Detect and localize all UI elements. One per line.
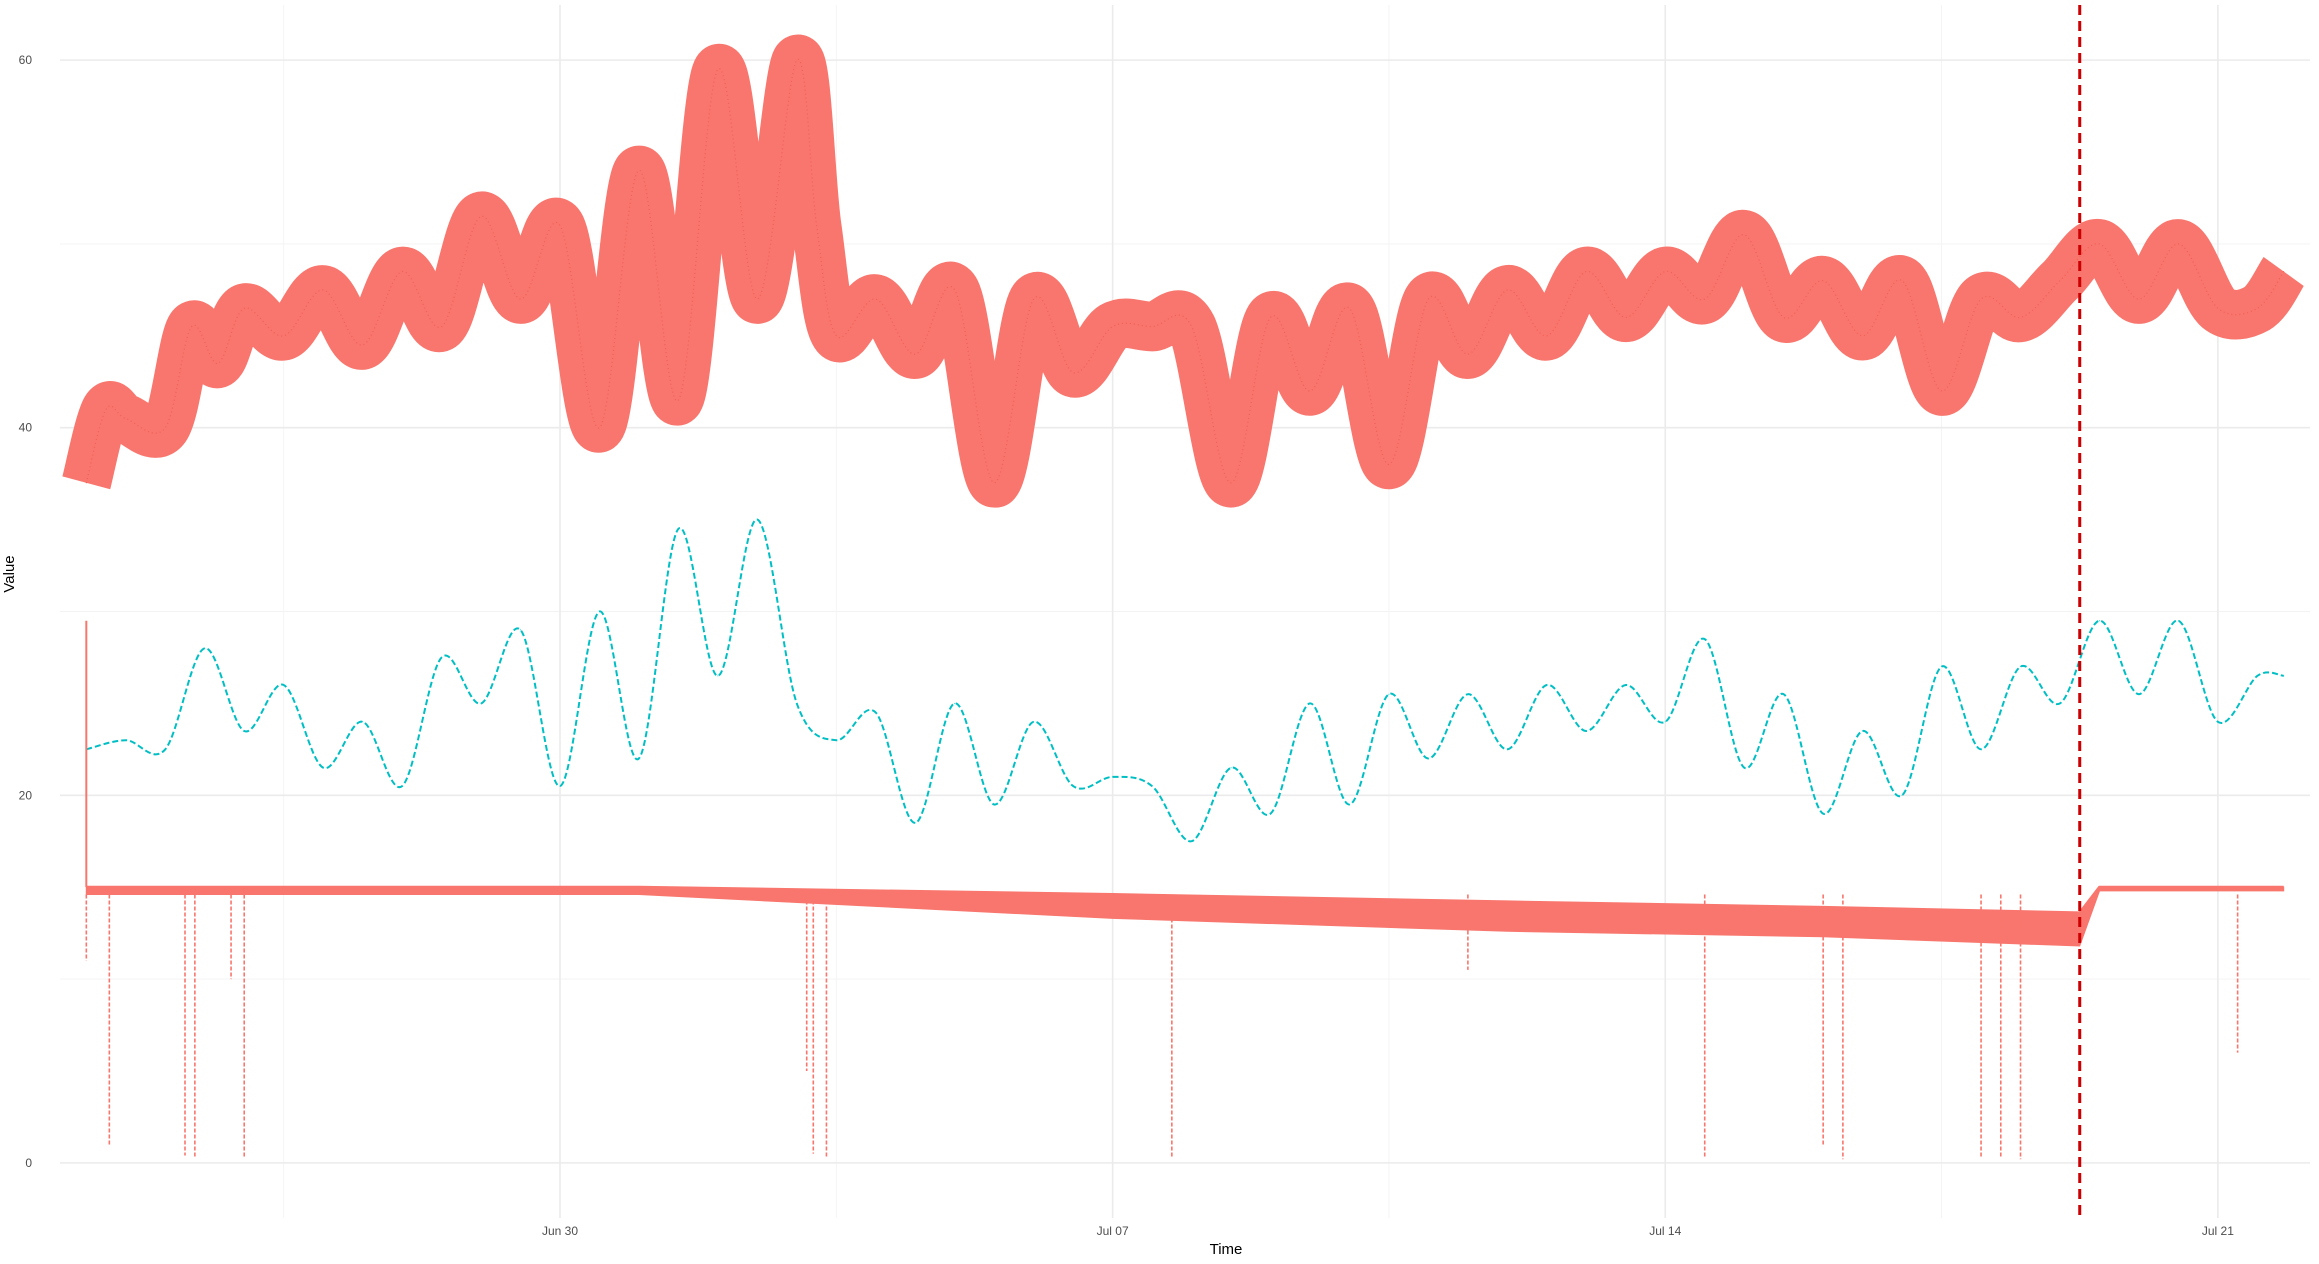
- series-2-point: [954, 702, 956, 704]
- x-axis-title: Time: [1210, 1241, 1243, 1258]
- series-2-point: [1112, 776, 1114, 778]
- series-2-line: [86, 518, 2284, 843]
- x-tick-label: Jul 07: [1097, 1224, 1129, 1238]
- y-tick-label: 40: [19, 421, 33, 435]
- series-2-point: [717, 675, 719, 677]
- series-2-point: [1941, 666, 1943, 668]
- series-2-point: [1862, 730, 1864, 732]
- x-tick-label: Jun 30: [542, 1224, 578, 1238]
- series-2-point: [2217, 721, 2219, 723]
- y-tick-label: 0: [25, 1156, 32, 1170]
- tick-labels: 0 20 40 60 Jun 30 Jul 07 Jul 14 Jul 21: [19, 53, 2235, 1238]
- y-axis-title: Value: [1, 555, 18, 592]
- series-2-point: [520, 629, 522, 631]
- y-tick-label: 60: [19, 53, 33, 67]
- series-3-line: [86, 885, 2284, 915]
- y-tick-label: 20: [19, 788, 33, 802]
- series-layer: [62, 34, 2305, 1160]
- x-tick-label: Jul 21: [2202, 1224, 2234, 1238]
- series-2-point: [1506, 748, 1508, 750]
- series-2-point: [559, 785, 561, 787]
- grid-lines: [60, 5, 2310, 1218]
- x-tick-label: Jul 14: [1649, 1224, 1681, 1238]
- series-1-band: [62, 34, 2305, 508]
